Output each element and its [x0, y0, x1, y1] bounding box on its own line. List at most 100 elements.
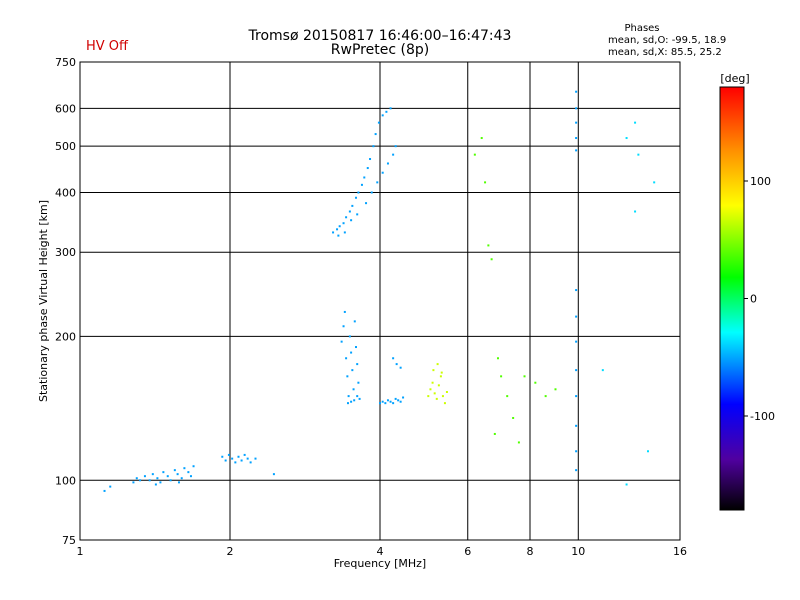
data-point [357, 381, 360, 384]
data-point [575, 369, 578, 372]
data-point [173, 469, 176, 472]
data-point [429, 388, 432, 391]
data-point [338, 225, 341, 228]
y-tick-label: 200 [55, 330, 76, 343]
data-point [132, 481, 135, 484]
data-point [342, 325, 345, 328]
data-point [374, 133, 377, 136]
colorbar-tick-label: 0 [750, 293, 757, 306]
grid-lines [80, 62, 680, 540]
data-point [433, 392, 436, 395]
data-point [366, 167, 369, 170]
data-point [169, 479, 172, 482]
y-tick-label: 500 [55, 140, 76, 153]
colorbar-tick-label: 100 [750, 175, 771, 188]
data-point [437, 384, 440, 387]
data-point [544, 395, 547, 398]
data-point [384, 402, 387, 405]
data-point [151, 473, 154, 476]
data-point [156, 477, 159, 480]
data-point [575, 289, 578, 292]
data-point [346, 375, 349, 378]
data-point [439, 375, 442, 378]
data-point [192, 465, 195, 468]
data-point [363, 176, 366, 179]
chart-subtitle: RwPretec (8p) [331, 42, 429, 58]
data-point [183, 467, 186, 470]
data-point [634, 121, 637, 124]
x-tick-label: 10 [571, 545, 585, 558]
data-point [523, 375, 526, 378]
phases-x-mode: mean, sd,X: 85.5, 25.2 [608, 47, 722, 58]
data-point [343, 231, 346, 234]
data-point [352, 388, 355, 391]
data-point [369, 158, 372, 161]
data-point [443, 402, 446, 405]
data-point [517, 441, 520, 444]
data-point [490, 258, 493, 261]
y-tick-label: 750 [55, 56, 76, 69]
data-point [345, 357, 348, 360]
data-point [493, 432, 496, 435]
data-point [386, 162, 389, 165]
data-point [336, 228, 339, 231]
data-point [575, 107, 578, 110]
data-point [445, 390, 448, 393]
data-point [154, 483, 157, 486]
data-point [343, 310, 346, 313]
data-point [399, 366, 402, 369]
x-tick-label: 4 [377, 545, 384, 558]
data-point [353, 320, 356, 323]
data-point [109, 485, 112, 488]
data-point [272, 473, 275, 476]
data-point [512, 416, 515, 419]
data-point [340, 340, 343, 343]
data-point [575, 424, 578, 427]
data-point [237, 455, 240, 458]
data-point [227, 453, 230, 456]
data-point [177, 481, 180, 484]
data-point [143, 475, 146, 478]
data-point [243, 453, 246, 456]
data-point [350, 219, 353, 222]
x-tick-label: 2 [227, 545, 234, 558]
colorbar [719, 86, 745, 511]
y-tick-label: 75 [62, 534, 76, 547]
data-point [480, 137, 483, 140]
data-point [625, 483, 628, 486]
data-points [103, 90, 656, 492]
data-point [653, 181, 656, 184]
data-point [234, 461, 237, 464]
chart-title: Tromsø 20150817 16:46:00–16:47:43 [248, 28, 512, 44]
data-point [159, 481, 162, 484]
data-point [385, 110, 388, 113]
data-point [187, 471, 190, 474]
data-point [332, 231, 335, 234]
data-point [148, 479, 151, 482]
x-tick-label: 8 [527, 545, 534, 558]
data-point [394, 397, 397, 400]
data-point [347, 395, 350, 398]
data-point [351, 204, 354, 207]
x-axis-label: Frequency [MHz] [334, 557, 426, 570]
data-point [399, 400, 402, 403]
data-point [381, 400, 384, 403]
data-point [189, 475, 192, 478]
data-point [601, 369, 604, 372]
phases-o-mode: mean, sd,O: -99.5, 18.9 [608, 35, 726, 46]
data-point [389, 107, 392, 110]
data-point [342, 222, 345, 225]
data-point [435, 397, 438, 400]
data-point [176, 473, 179, 476]
data-point [246, 457, 249, 460]
phases-heading: Phases [624, 23, 659, 34]
colorbar-label: [deg] [720, 72, 749, 85]
data-point [575, 149, 578, 152]
data-point [221, 455, 224, 458]
data-point [392, 357, 395, 360]
data-point [337, 234, 340, 237]
data-point [386, 399, 389, 402]
data-point [389, 400, 392, 403]
data-point [103, 489, 106, 492]
